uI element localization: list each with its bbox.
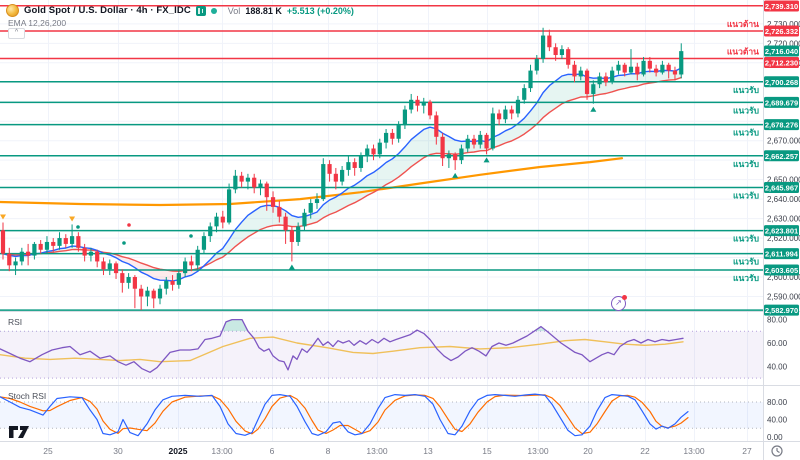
- svg-text:แนวรับ: แนวรับ: [733, 159, 759, 169]
- svg-text:2,650.000: 2,650.000: [767, 176, 800, 185]
- stoch-rsi-pane-label[interactable]: Stoch RSI: [8, 391, 47, 401]
- gold-symbol-icon: [6, 4, 19, 17]
- volume-label: Vol: [227, 5, 241, 16]
- tradingview-logo-icon[interactable]: [8, 425, 30, 444]
- svg-text:60.00: 60.00: [767, 339, 788, 348]
- svg-text:2,730.000: 2,730.000: [767, 20, 800, 29]
- svg-text:25: 25: [43, 446, 53, 456]
- data-feed-dot-icon: [210, 7, 217, 14]
- svg-text:2,630.000: 2,630.000: [767, 215, 800, 224]
- svg-text:40.00: 40.00: [767, 416, 788, 425]
- rsi-pane-label[interactable]: RSI: [8, 317, 23, 327]
- svg-text:30: 30: [113, 446, 123, 456]
- ema-legend[interactable]: EMA 12,26,200: [8, 18, 67, 28]
- svg-text:แนวรับ: แนวรับ: [733, 128, 759, 138]
- svg-text:แนวรับ: แนวรับ: [733, 105, 759, 115]
- svg-text:แนวต้าน: แนวต้าน: [727, 19, 759, 29]
- floating-widget-button[interactable]: ↗: [611, 295, 627, 311]
- svg-text:27: 27: [742, 446, 752, 456]
- symbol-legend[interactable]: Gold Spot / U.S. Dollar · 4h · FX_IDC Vo…: [6, 4, 354, 17]
- arrow-up-right-icon: ↗: [615, 298, 622, 307]
- svg-text:13:00: 13:00: [211, 446, 233, 456]
- svg-text:13: 13: [423, 446, 433, 456]
- svg-text:2,600.000: 2,600.000: [767, 273, 800, 282]
- svg-text:2,611.994: 2,611.994: [765, 250, 799, 259]
- svg-text:2,689.679: 2,689.679: [765, 98, 798, 107]
- svg-text:80.00: 80.00: [767, 398, 788, 407]
- stoch-pane: [0, 393, 689, 437]
- svg-text:แนวต้าน: แนวต้าน: [727, 46, 759, 56]
- notification-dot-icon: [622, 295, 627, 300]
- svg-text:2,700.268: 2,700.268: [765, 78, 798, 87]
- svg-text:8: 8: [326, 446, 331, 456]
- level-name-labels: แนวต้านแนวต้านแนวรับแนวรับแนวรับแนวรับแน…: [727, 19, 759, 283]
- svg-text:15: 15: [482, 446, 492, 456]
- svg-text:2,640.000: 2,640.000: [767, 195, 800, 204]
- svg-text:2,603.605: 2,603.605: [765, 266, 798, 275]
- svg-text:22: 22: [640, 446, 650, 456]
- svg-text:แนวรับ: แนวรับ: [733, 273, 759, 283]
- svg-text:2,590.000: 2,590.000: [767, 292, 800, 301]
- volume-value: 188.81 K: [245, 5, 282, 16]
- timezone-clock-icon[interactable]: [771, 445, 783, 457]
- svg-text:2,582.970: 2,582.970: [765, 306, 798, 315]
- candle-chart-icon: [195, 5, 206, 16]
- svg-text:แนวรับ: แนวรับ: [733, 234, 759, 244]
- svg-text:2,726.332: 2,726.332: [765, 27, 798, 36]
- rsi-pane: [0, 318, 684, 373]
- svg-text:แนวรับ: แนวรับ: [733, 191, 759, 201]
- svg-text:2,716.040: 2,716.040: [765, 47, 798, 56]
- collapse-legend-button[interactable]: ^: [8, 28, 25, 39]
- indicator-bands: [0, 330, 763, 429]
- svg-text:2,645.967: 2,645.967: [765, 184, 798, 193]
- svg-text:13:00: 13:00: [366, 446, 388, 456]
- axis-badges: 2,739.310 2,726.332 2,712.230 2,700.268 2,68…: [764, 0, 799, 316]
- svg-text:2,712.230: 2,712.230: [765, 58, 798, 67]
- svg-text:2,720.000: 2,720.000: [767, 39, 800, 48]
- time-axis[interactable]: 25 30 2025 13:00 6 8 13:00 13 15 13:00 20 22 13:00 27: [43, 446, 752, 456]
- candles: [0, 27, 684, 311]
- signal-markers: [0, 106, 597, 270]
- svg-text:2,670.000: 2,670.000: [767, 137, 800, 146]
- svg-text:0.00: 0.00: [767, 433, 783, 442]
- svg-text:80.00: 80.00: [767, 316, 788, 325]
- svg-text:13:00: 13:00: [527, 446, 549, 456]
- svg-text:2,678.276: 2,678.276: [765, 121, 798, 130]
- svg-text:2,620.000: 2,620.000: [767, 234, 800, 243]
- svg-text:แนวรับ: แนวรับ: [733, 85, 759, 95]
- symbol-title[interactable]: Gold Spot / U.S. Dollar · 4h · FX_IDC: [24, 5, 191, 16]
- svg-text:6: 6: [270, 446, 275, 456]
- volume-change: +5.513 (+0.20%): [286, 5, 354, 16]
- level-lines[interactable]: [0, 4, 763, 311]
- svg-text:2,623.801: 2,623.801: [765, 227, 798, 236]
- svg-text:แนวรับ: แนวรับ: [733, 257, 759, 267]
- svg-text:2025: 2025: [169, 446, 188, 456]
- svg-text:20: 20: [583, 446, 593, 456]
- svg-text:40.00: 40.00: [767, 362, 788, 371]
- svg-text:13:00: 13:00: [683, 446, 705, 456]
- svg-text:2,662.257: 2,662.257: [765, 152, 798, 161]
- svg-text:2,739.310: 2,739.310: [765, 2, 798, 11]
